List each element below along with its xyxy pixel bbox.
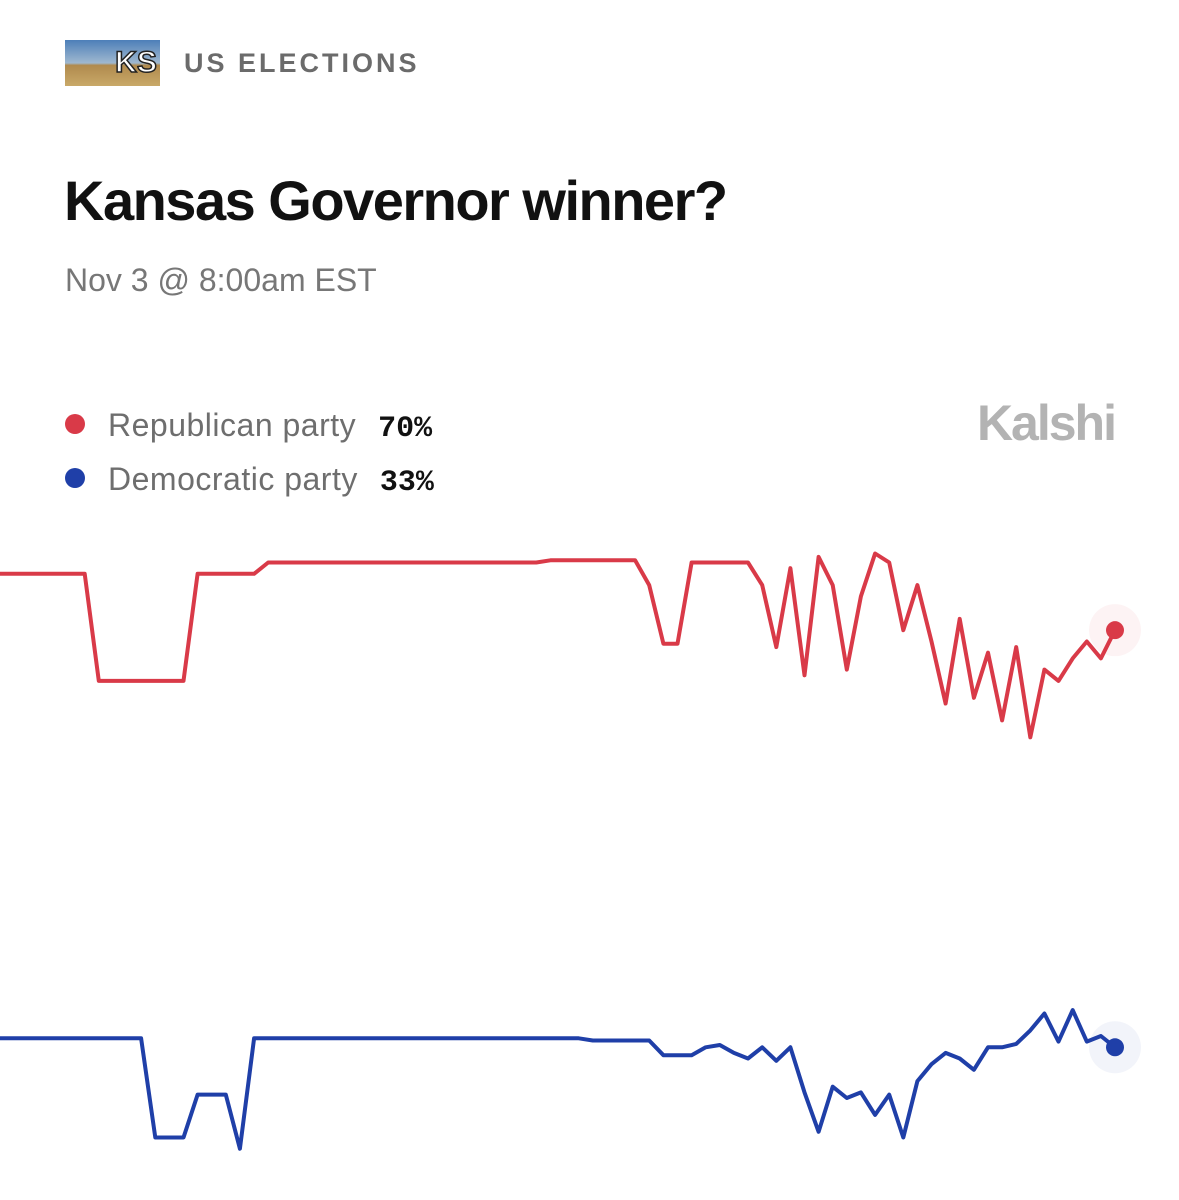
legend-dot <box>65 414 85 434</box>
series-line <box>0 1008 1117 1151</box>
end-dot <box>1106 621 1124 640</box>
title: Kansas Governor winner? <box>64 169 727 232</box>
legend-label: Republican party <box>108 407 356 443</box>
legend-label: Democratic party <box>108 461 358 497</box>
series-line <box>0 551 1117 740</box>
badge-image <box>65 40 160 86</box>
badge-text: KS <box>115 46 157 79</box>
legend-value: 33% <box>380 466 435 500</box>
legend-value: 70% <box>378 412 433 446</box>
end-dot <box>1106 1038 1124 1057</box>
legend-dot <box>65 468 85 488</box>
subtitle: Nov 3 @ 8:00am EST <box>65 262 377 298</box>
category: US ELECTIONS <box>184 48 420 78</box>
brand: Kalshi <box>977 395 1115 451</box>
